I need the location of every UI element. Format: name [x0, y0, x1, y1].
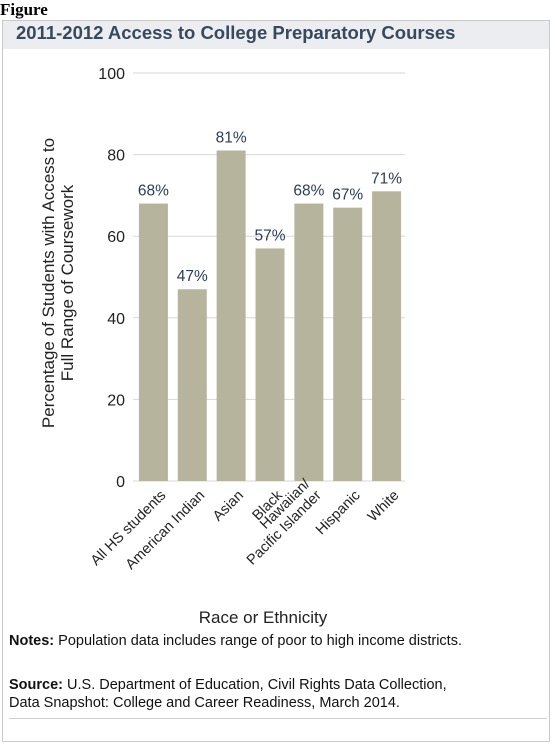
y-axis-title-line-2: Full Range of Coursework — [58, 184, 77, 381]
y-tick-label: 40 — [107, 311, 125, 328]
bar — [216, 150, 246, 481]
y-tick-labels: 0 20 40 60 80 100 — [98, 66, 125, 491]
source-line-2: Data Snapshot: College and Career Readin… — [9, 695, 400, 711]
data-label: 68% — [138, 183, 169, 200]
bar — [294, 203, 324, 481]
y-tick-label: 20 — [107, 392, 125, 409]
bar — [333, 207, 363, 481]
source-label: Source: — [9, 677, 63, 693]
bar — [177, 289, 207, 481]
y-tick-label: 100 — [98, 66, 125, 83]
notes-label: Notes: — [9, 633, 55, 649]
y-axis-title-line-1: Percentage of Students with Access to — [39, 138, 58, 428]
data-label: 47% — [177, 268, 208, 285]
data-label: 57% — [254, 227, 285, 244]
chart-title: 2011-2012 Access to College Preparatory … — [16, 22, 456, 43]
notes: Notes: Population data includes range of… — [9, 633, 462, 649]
data-label: 67% — [332, 187, 363, 204]
data-labels: 68% 47% 81% 57% 68% 67% 71% — [138, 130, 402, 286]
category-label-line: Asian — [210, 488, 247, 525]
source: Source: U.S. Department of Education, Ci… — [9, 676, 447, 712]
source-line-1: U.S. Department of Education, Civil Righ… — [63, 677, 447, 693]
data-label: 68% — [293, 183, 324, 200]
category-label: Hawaiian/Pacific Islander — [244, 476, 325, 569]
y-tick-label: 60 — [107, 229, 125, 246]
figure-label: Figure — [0, 0, 48, 19]
x-axis-title: Race or Ethnicity — [199, 608, 328, 627]
bars — [138, 150, 402, 481]
category-label: Asian — [210, 488, 247, 525]
category-label-line: White — [365, 488, 403, 526]
bottom-rule — [9, 718, 547, 719]
bar — [138, 203, 168, 481]
data-label: 81% — [216, 130, 247, 147]
category-label: White — [365, 488, 403, 526]
title-band: 2011-2012 Access to College Preparatory … — [3, 21, 549, 49]
notes-text: Population data includes range of poor t… — [54, 633, 462, 649]
bar — [372, 191, 402, 481]
bar — [255, 248, 285, 481]
chart-frame: 2011-2012 Access to College Preparatory … — [2, 20, 550, 742]
y-tick-label: 0 — [116, 474, 125, 491]
y-tick-label: 80 — [107, 148, 125, 165]
data-label: 71% — [371, 170, 402, 187]
